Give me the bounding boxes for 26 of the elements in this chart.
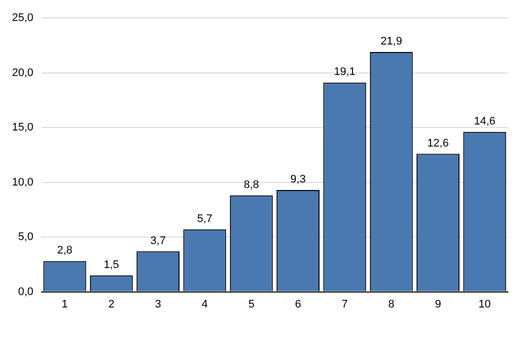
y-tick-label: 5,0 [18,231,34,244]
x-tick-label: 4 [202,298,208,310]
y-tick-label: 10,0 [12,176,34,188]
x-tick-label: 8 [388,298,394,310]
data-label: 5,7 [197,212,212,225]
x-tick-label: 9 [434,298,442,310]
y-tick-label: 0,0 [18,286,34,298]
data-label: 9,3 [290,173,306,186]
data-label: 12,6 [427,137,449,150]
data-label: 19,1 [334,66,356,78]
data-label: 3,7 [150,234,166,247]
x-tick-label: 2 [108,298,114,310]
data-label: 21,9 [380,35,402,48]
x-tick-label: 5 [248,298,254,310]
data-label: 8,8 [244,178,260,191]
x-tick-label: 1 [62,298,68,310]
x-tick-label: 6 [294,298,302,310]
x-tick-label: 7 [342,298,348,310]
data-label: 1,5 [104,258,120,271]
x-tick-label: 10 [478,298,491,310]
data-label: 14,6 [474,115,496,128]
y-tick-label: 25,0 [12,12,34,24]
data-label: 2,8 [57,244,72,257]
y-tick-label: 15,0 [12,122,34,134]
y-tick-label: 20,0 [12,66,34,79]
x-tick-label: 3 [154,298,162,310]
